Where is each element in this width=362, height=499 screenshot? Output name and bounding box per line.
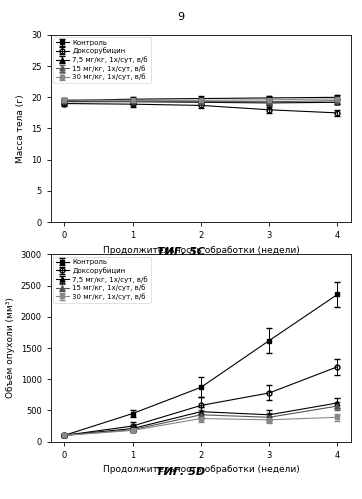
Legend: Контроль, Доксорубицин, 7,5 мг/кг, 1х/сут, в/б, 15 мг/кг, 1х/сут, в/б, 30 мг/кг,: Контроль, Доксорубицин, 7,5 мг/кг, 1х/су… — [53, 256, 151, 302]
Text: 9: 9 — [177, 12, 185, 22]
X-axis label: Продолжительность обработки (недели): Продолжительность обработки (недели) — [102, 246, 299, 254]
Y-axis label: Объём опухоли (мм³): Объём опухоли (мм³) — [6, 297, 15, 399]
Text: ΤИГ. 5C: ΤИГ. 5C — [157, 247, 205, 257]
Text: ΤИГ. 5D: ΤИГ. 5D — [156, 467, 206, 477]
Y-axis label: Масса тела (г): Масса тела (г) — [17, 94, 25, 163]
X-axis label: Продолжительность обработки (недели): Продолжительность обработки (недели) — [102, 465, 299, 474]
Legend: Контроль, Доксорубицин, 7,5 мг/кг, 1х/сут, в/б, 15 мг/кг, 1х/сут, в/б, 30 мг/кг,: Контроль, Доксорубицин, 7,5 мг/кг, 1х/су… — [53, 37, 151, 83]
